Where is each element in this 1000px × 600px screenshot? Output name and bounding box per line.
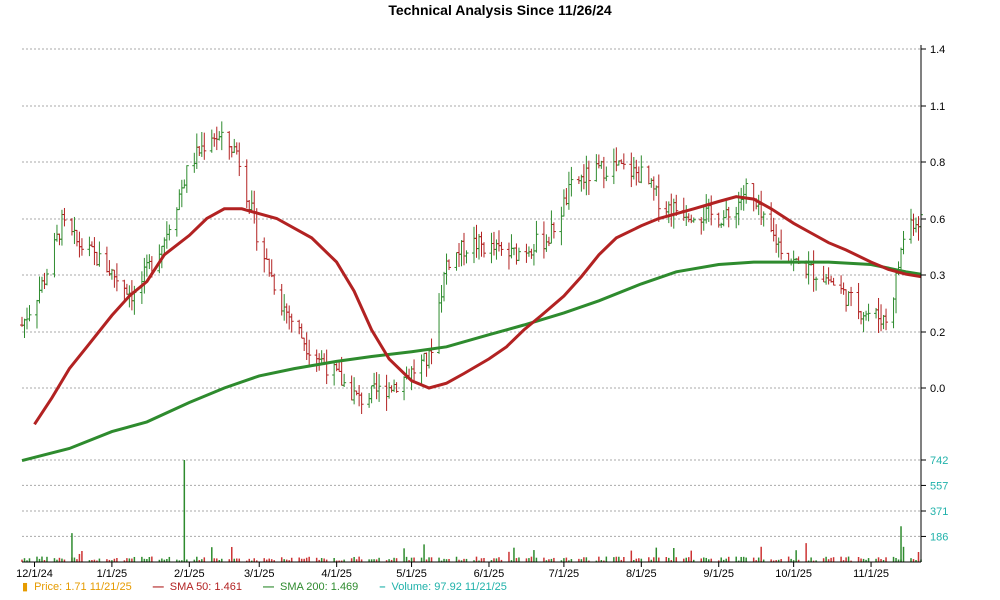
legend-item-sma200: — SMA 200: 1.469 [263, 581, 358, 593]
x-tick-label: 7/1/25 [549, 568, 580, 580]
legend-item-volume: – Volume: 97.92 11/21/25 [379, 581, 507, 593]
price-tick-label: 0.2 [930, 327, 945, 339]
volume-tick-label: 186 [930, 531, 948, 543]
price-axis-ticks: 1.4 1.1 0.8 0.6 0.3 0.2 0.0 [921, 44, 945, 395]
legend-label-volume: Volume: 97.92 11/21/25 [391, 581, 507, 593]
price-tick-label: 0.6 [930, 214, 945, 226]
x-tick-label: 12/1/24 [16, 568, 53, 580]
legend: ▮ Price: 1.71 11/21/25 — SMA 50: 1.461 — SM… [22, 580, 525, 593]
legend-symbol-sma50: — [152, 581, 164, 593]
sma-200-line [21, 260, 922, 463]
chart-title: Technical Analysis Since 11/26/24 [388, 2, 612, 18]
legend-label-sma200: SMA 200: 1.469 [280, 581, 359, 593]
volume-grid [22, 459, 921, 537]
volume-bars [21, 460, 922, 562]
x-tick-label: 10/1/25 [775, 568, 812, 580]
legend-label-sma50: SMA 50: 1.461 [169, 581, 242, 593]
legend-item-sma50: — SMA 50: 1.461 [153, 581, 242, 593]
sma-50-line [33, 195, 922, 426]
legend-label-price: Price: 1.71 11/21/25 [34, 581, 132, 593]
x-tick-label: 2/1/25 [174, 568, 205, 580]
x-axis-ticks: 12/1/24 1/1/25 2/1/25 3/1/25 4/1/25 5/1/25 6/1… [16, 562, 889, 580]
x-tick-label: 6/1/25 [474, 568, 505, 580]
volume-tick-label: 371 [930, 506, 948, 518]
volume-tick-label: 557 [930, 480, 948, 492]
legend-item-price: ▮ Price: 1.71 11/21/25 [22, 580, 132, 593]
x-tick-label: 4/1/25 [321, 568, 352, 580]
x-tick-label: 3/1/25 [244, 568, 275, 580]
x-tick-label: 1/1/25 [97, 568, 128, 580]
price-tick-label: 1.4 [930, 44, 945, 56]
price-tick-label: 1.1 [930, 101, 945, 113]
x-tick-label: 8/1/25 [626, 568, 657, 580]
volume-axis-ticks: 742 557 371 186 [921, 455, 948, 543]
x-tick-label: 5/1/25 [396, 568, 427, 580]
legend-symbol-volume: – [379, 581, 386, 593]
x-tick-label: 11/1/25 [853, 568, 889, 580]
x-tick-label: 9/1/25 [703, 568, 734, 580]
price-tick-label: 0.0 [930, 383, 945, 395]
price-tick-label: 0.8 [930, 157, 945, 169]
price-tick-label: 0.3 [930, 270, 945, 282]
price-bars [20, 121, 923, 415]
legend-symbol-sma200: — [263, 581, 275, 593]
legend-symbol-price: ▮ [22, 581, 29, 593]
volume-tick-label: 742 [930, 455, 948, 467]
